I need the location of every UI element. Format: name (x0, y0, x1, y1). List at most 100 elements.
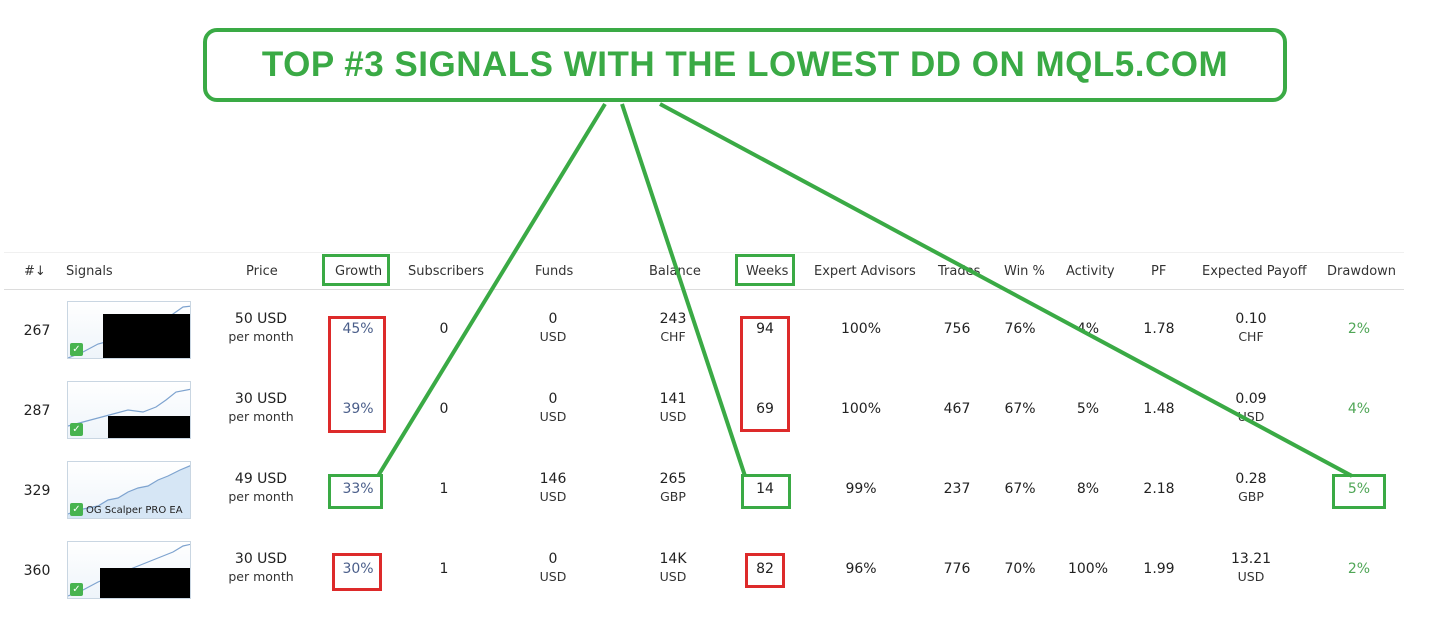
header-pf[interactable]: PF (1151, 264, 1167, 279)
drawdown-green-box (1332, 474, 1386, 509)
subscribers-cell: 1 (439, 561, 449, 577)
table-row[interactable]: 267 ✓ 50 USD per month 45% 0 0 USD 243 CHF … (4, 290, 1404, 370)
payoff-value: 0.09 (1235, 391, 1267, 407)
drawdown-cell: 2% (1347, 561, 1371, 577)
headline-banner: TOP #3 SIGNALS WITH THE LOWEST DD ON MQL… (203, 28, 1287, 102)
funds-cell: 0 USD (528, 391, 578, 424)
equity-curve-icon (68, 543, 190, 597)
funds-currency: USD (539, 489, 567, 504)
pf-cell: 2.18 (1143, 481, 1175, 497)
funds-currency: USD (539, 409, 567, 424)
growth-green-box (328, 474, 383, 509)
header-expected-payoff[interactable]: Expected Payoff (1202, 264, 1307, 279)
activity-cell: 4% (1076, 321, 1100, 337)
payoff-currency: GBP (1238, 489, 1264, 504)
table-row[interactable]: 287 ✓ 30 USD per month 39% 0 0 USD 141 USD … (4, 370, 1404, 450)
payoff-cell: 0.28 GBP (1226, 471, 1276, 504)
header-win[interactable]: Win % (1004, 264, 1045, 279)
funds-currency: USD (539, 329, 567, 344)
win-cell: 70% (1004, 561, 1036, 577)
price-cell: 30 USD per month (219, 391, 303, 424)
growth-cell: 39% (342, 401, 374, 417)
trades-cell: 756 (943, 321, 971, 337)
activity-cell: 8% (1076, 481, 1100, 497)
payoff-currency: USD (1237, 409, 1265, 424)
balance-value: 14K (659, 551, 687, 567)
win-cell: 67% (1004, 481, 1036, 497)
funds-value: 0 (548, 391, 558, 407)
pf-cell: 1.99 (1143, 561, 1175, 577)
weeks-cell: 14 (756, 481, 774, 497)
weeks-red-box (745, 553, 785, 588)
pf-cell: 1.48 (1143, 401, 1175, 417)
expert-advisors-cell: 99% (845, 481, 877, 497)
payoff-value: 13.21 (1230, 551, 1272, 567)
subscribers-cell: 0 (439, 401, 449, 417)
funds-value: 0 (548, 551, 558, 567)
rank-cell: 267 (23, 323, 51, 339)
funds-cell: 0 USD (528, 551, 578, 584)
balance-currency: CHF (660, 329, 686, 344)
equity-curve-icon (68, 465, 190, 518)
price-cell: 50 USD per month (219, 311, 303, 344)
table-row[interactable]: 360 ✓ 30 USD per month 30% 1 0 USD 14K USD … (4, 530, 1404, 610)
rank-cell: 287 (23, 403, 51, 419)
growth-red-box (328, 316, 386, 433)
rank-cell: 360 (23, 563, 51, 579)
table-row[interactable]: 329 ✓ OG Scalper PRO EA 49 USD per month … (4, 450, 1404, 530)
header-expert-advisors[interactable]: Expert Advisors (814, 264, 916, 279)
checkmark-icon: ✓ (70, 503, 83, 516)
signal-thumbnail[interactable]: ✓ OG Scalper PRO EA (67, 461, 191, 519)
balance-currency: USD (659, 409, 687, 424)
header-signals[interactable]: Signals (66, 264, 113, 279)
header-drawdown[interactable]: Drawdown (1327, 264, 1397, 279)
header-trades[interactable]: Trades (938, 264, 981, 279)
growth-red-box (332, 553, 382, 591)
balance-cell: 141 USD (648, 391, 698, 424)
growth-cell: 45% (342, 321, 374, 337)
price-value: 50 USD (234, 311, 288, 327)
funds-cell: 146 USD (528, 471, 578, 504)
checkmark-icon: ✓ (70, 343, 83, 356)
weeks-header-highlight (735, 254, 795, 286)
balance-currency: GBP (660, 489, 686, 504)
header-balance[interactable]: Balance (649, 264, 701, 279)
header-growth[interactable]: Growth (335, 264, 383, 279)
checkmark-icon: ✓ (70, 423, 83, 436)
header-rank[interactable]: #↓ (24, 264, 46, 279)
subscribers-cell: 1 (439, 481, 449, 497)
payoff-currency: USD (1237, 569, 1265, 584)
signal-thumbnail[interactable]: ✓ (67, 381, 191, 439)
equity-curve-icon (68, 388, 190, 427)
redacted-block (100, 568, 190, 598)
table-header: #↓ Signals Price Growth Subscribers Fund… (4, 252, 1404, 290)
win-cell: 76% (1004, 321, 1036, 337)
expert-advisors-cell: 100% (840, 321, 882, 337)
header-price[interactable]: Price (246, 264, 278, 279)
trades-cell: 776 (943, 561, 971, 577)
activity-cell: 5% (1076, 401, 1100, 417)
price-value: 30 USD (234, 551, 288, 567)
header-activity[interactable]: Activity (1066, 264, 1115, 279)
weeks-green-box (741, 474, 791, 509)
balance-value: 141 (659, 391, 687, 407)
balance-cell: 243 CHF (648, 311, 698, 344)
payoff-value: 0.10 (1235, 311, 1267, 327)
drawdown-cell: 2% (1347, 321, 1371, 337)
trades-cell: 467 (943, 401, 971, 417)
price-period: per month (228, 569, 294, 584)
signal-thumbnail[interactable]: ✓ (67, 301, 191, 359)
funds-value: 0 (548, 311, 558, 327)
price-period: per month (228, 489, 294, 504)
rank-cell: 329 (23, 483, 51, 499)
balance-cell: 14K USD (648, 551, 698, 584)
growth-header-highlight (322, 254, 390, 286)
header-funds[interactable]: Funds (535, 264, 574, 279)
signal-thumbnail[interactable]: ✓ (67, 541, 191, 599)
pf-cell: 1.78 (1143, 321, 1175, 337)
payoff-cell: 0.10 CHF (1226, 311, 1276, 344)
expert-advisors-cell: 96% (845, 561, 877, 577)
drawdown-cell: 4% (1347, 401, 1371, 417)
signal-name[interactable]: OG Scalper PRO EA (86, 505, 183, 516)
header-subscribers[interactable]: Subscribers (408, 264, 484, 279)
